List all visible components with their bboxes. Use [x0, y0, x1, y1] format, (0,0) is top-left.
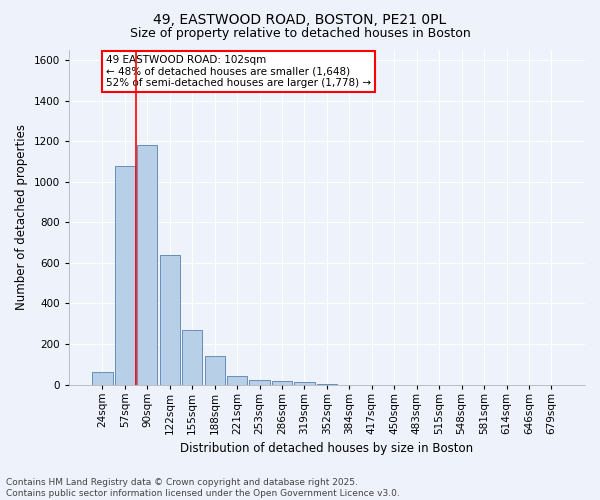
Text: 49, EASTWOOD ROAD, BOSTON, PE21 0PL: 49, EASTWOOD ROAD, BOSTON, PE21 0PL [154, 12, 446, 26]
Bar [182, 330, 202, 384]
Bar [295, 382, 314, 384]
Bar [160, 255, 180, 384]
Bar [227, 376, 247, 384]
Bar [92, 372, 113, 384]
Text: Size of property relative to detached houses in Boston: Size of property relative to detached ho… [130, 28, 470, 40]
Bar [137, 146, 157, 384]
Bar [272, 380, 292, 384]
Bar [205, 356, 225, 384]
Text: 49 EASTWOOD ROAD: 102sqm
← 48% of detached houses are smaller (1,648)
52% of sem: 49 EASTWOOD ROAD: 102sqm ← 48% of detach… [106, 55, 371, 88]
Y-axis label: Number of detached properties: Number of detached properties [15, 124, 28, 310]
Bar [250, 380, 269, 384]
X-axis label: Distribution of detached houses by size in Boston: Distribution of detached houses by size … [181, 442, 473, 455]
Text: Contains HM Land Registry data © Crown copyright and database right 2025.
Contai: Contains HM Land Registry data © Crown c… [6, 478, 400, 498]
Bar [115, 166, 135, 384]
